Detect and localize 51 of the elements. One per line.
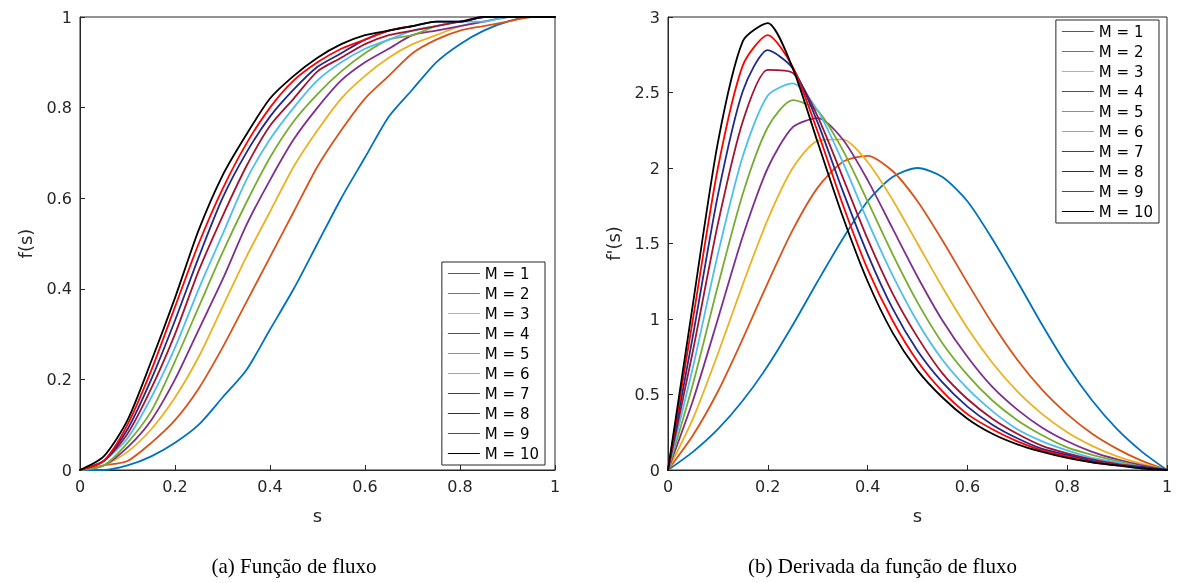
x-tick-label: 0.8 [447,476,473,496]
legend-label: M = 7 [484,384,530,403]
x-tick-label: 1 [549,476,561,496]
y-axis-title: f(s) [14,228,36,259]
y-tick-label: 0.2 [46,369,72,389]
legend-label: M = 9 [484,424,530,443]
y-tick-label: 2.5 [634,83,660,102]
legend-label: M = 4 [484,324,530,343]
text: (b) Derivada da função de fluxo [748,553,1017,578]
y-tick-label: 0 [649,460,660,480]
legend-label: M = 6 [484,364,530,383]
x-tick-label: 0.2 [162,476,188,496]
y-tick-label: 1 [61,7,72,27]
y-tick-label: 0 [61,460,72,480]
x-tick-label: 0.6 [352,476,378,496]
x-tick-label: 0.4 [854,476,881,496]
y-tick-label: 0.6 [46,188,72,208]
legend-label: M = 2 [484,284,530,303]
y-tick-label: 0.5 [634,385,660,404]
y-tick-label: 1 [649,309,660,329]
x-tick-label: 1 [1161,476,1173,496]
y-axis-title: f'(s) [602,226,624,261]
y-tick-label: 2 [649,158,660,178]
legend-label: M = 2 [1098,42,1144,61]
legend-label: M = 4 [1098,82,1144,101]
y-tick-label: 0.4 [46,279,72,299]
legend-label: M = 1 [1098,22,1144,41]
legend-label: M = 7 [1098,142,1144,161]
legend-label: M = 5 [484,344,530,363]
legend-label: M = 1 [484,264,530,283]
legend-label: M = 3 [484,304,530,323]
legend-label: M = 8 [484,404,530,423]
legend-label: M = 5 [1098,102,1144,121]
legend-label: M = 9 [1098,182,1144,201]
x-tick-label: 0.8 [1054,476,1080,496]
x-axis-title: s [312,504,323,526]
x-tick-label: 0.2 [755,476,781,496]
y-tick-label: 0.8 [46,98,72,118]
x-tick-label: 0 [74,476,86,496]
x-tick-label: 0.4 [257,476,283,496]
x-axis-title: s [912,504,923,526]
text: (a) Função de fluxo [211,553,377,578]
y-tick-label: 3 [649,7,660,27]
legend-label: M = 6 [1098,122,1144,141]
legend-label: M = 10 [1098,202,1154,221]
x-tick-label: 0.6 [954,476,981,496]
legend-label: M = 10 [484,444,540,463]
x-tick-label: 0 [662,476,674,496]
y-tick-label: 1.5 [634,234,660,253]
legend-label: M = 8 [1098,162,1144,181]
legend-label: M = 3 [1098,62,1144,81]
